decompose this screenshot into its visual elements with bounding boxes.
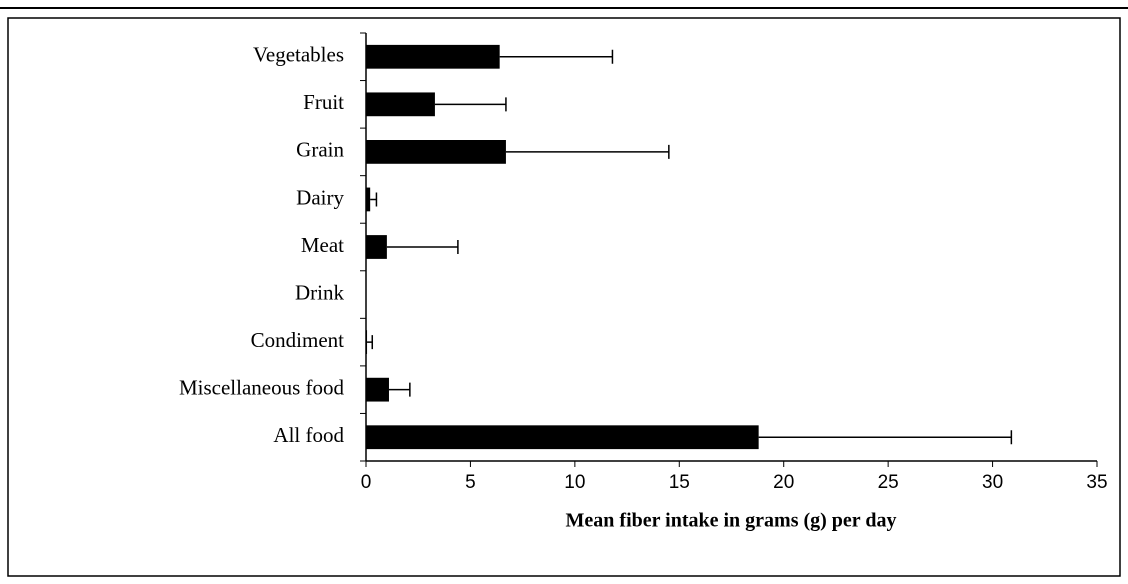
x-tick-label: 0 [361,472,372,493]
bar [366,92,435,117]
error-bar [386,240,459,254]
y-tick-label: Grain [296,138,344,162]
bar [366,330,368,354]
error-bar [499,49,614,64]
x-tick-label: 25 [878,472,899,493]
error-bar [370,192,378,207]
x-tick-label: 10 [564,472,585,493]
bar [366,425,759,450]
error-bar [505,144,670,159]
error-bar [434,97,507,112]
x-tick-label: 5 [465,472,476,493]
x-tick-label: 30 [982,472,1003,493]
error-bar [758,430,1013,445]
bar [366,235,387,259]
frame [7,17,1121,577]
y-tick-label: Miscellaneous food [179,375,345,399]
bar [366,187,371,212]
x-tick-label: 20 [773,472,794,493]
bar [366,377,389,402]
error-bar [367,335,374,350]
y-tick-label: Vegetables [253,43,344,67]
y-tick-label: Dairy [296,185,344,209]
bar [366,140,506,164]
bar [366,44,500,69]
y-tick-label: All food [273,423,344,447]
error-bar [388,382,411,397]
x-axis-label: Mean fiber intake in grams (g) per day [566,510,897,532]
y-tick-label: Drink [295,280,344,304]
y-tick-label: Fruit [303,90,344,114]
y-tick-label: Meat [301,233,344,257]
y-tick-label: Condiment [251,328,344,352]
x-tick-label: 15 [669,472,690,493]
x-tick-label: 35 [1086,472,1107,493]
